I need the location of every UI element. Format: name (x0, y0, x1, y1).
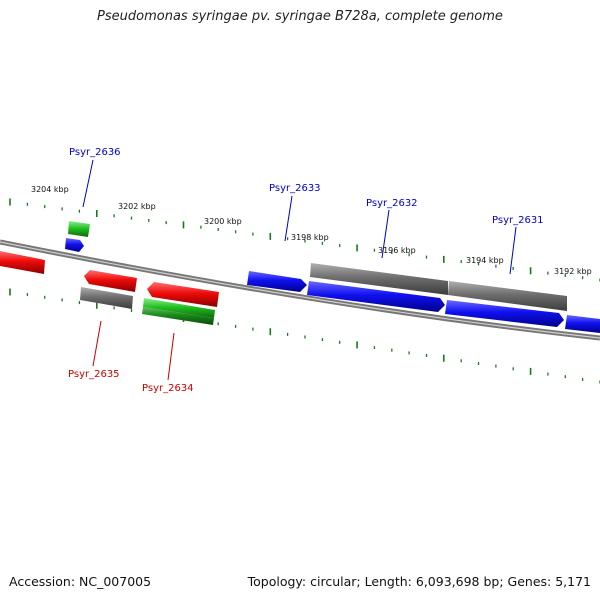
map-title: Pseudomonas syringae pv. syringae B728a,… (97, 9, 503, 24)
topology-summary: Topology: circular; Length: 6,093,698 bp… (247, 574, 591, 589)
cds-arrow[interactable] (65, 238, 84, 252)
rna-feature[interactable] (142, 307, 214, 325)
scale-label: 3196 kbp (378, 246, 416, 255)
scale-ticks-upper (9, 198, 600, 282)
gene-label-psyr-2634[interactable]: Psyr_2634 (142, 383, 194, 394)
gene-track (80, 263, 567, 311)
scale-label: 3194 kbp (466, 256, 504, 265)
scale-label: 3200 kbp (204, 217, 242, 226)
gene-labels: Psyr_2636 Psyr_2635 Psyr_2634 Psyr_2633 … (68, 147, 544, 394)
cds-arrow[interactable] (565, 315, 600, 333)
cds-arrow[interactable] (147, 282, 219, 307)
forward-cds-track (65, 238, 600, 333)
gene-feature[interactable] (310, 263, 448, 295)
gene-label-psyr-2632[interactable]: Psyr_2632 (366, 198, 418, 209)
scale-label: 3198 kbp (291, 233, 329, 242)
reverse-cds-track (0, 251, 219, 307)
scale-labels: 3204 kbp 3202 kbp 3200 kbp 3198 kbp 3196… (31, 185, 592, 276)
scale-label: 3204 kbp (31, 185, 69, 194)
cds-arrow[interactable] (445, 300, 564, 327)
scale-label: 3202 kbp (118, 202, 156, 211)
cds-arrow[interactable] (0, 251, 45, 274)
genome-backbone (0, 239, 600, 341)
gene-feature[interactable] (80, 287, 133, 309)
gene-label-psyr-2636[interactable]: Psyr_2636 (69, 147, 121, 158)
gene-label-psyr-2631[interactable]: Psyr_2631 (492, 215, 544, 226)
gene-feature[interactable] (448, 281, 567, 311)
cds-arrow[interactable] (247, 271, 307, 292)
cds-arrow[interactable] (84, 270, 137, 292)
rna-track (68, 221, 215, 325)
accession-text: Accession: NC_007005 (9, 574, 152, 589)
label-leaders (82, 159, 517, 381)
gene-label-psyr-2633[interactable]: Psyr_2633 (269, 183, 321, 194)
cds-arrow[interactable] (307, 281, 445, 312)
rna-feature[interactable] (68, 221, 90, 237)
scale-label: 3192 kbp (554, 267, 592, 276)
gene-label-psyr-2635[interactable]: Psyr_2635 (68, 369, 120, 380)
rna-feature[interactable] (143, 298, 215, 318)
